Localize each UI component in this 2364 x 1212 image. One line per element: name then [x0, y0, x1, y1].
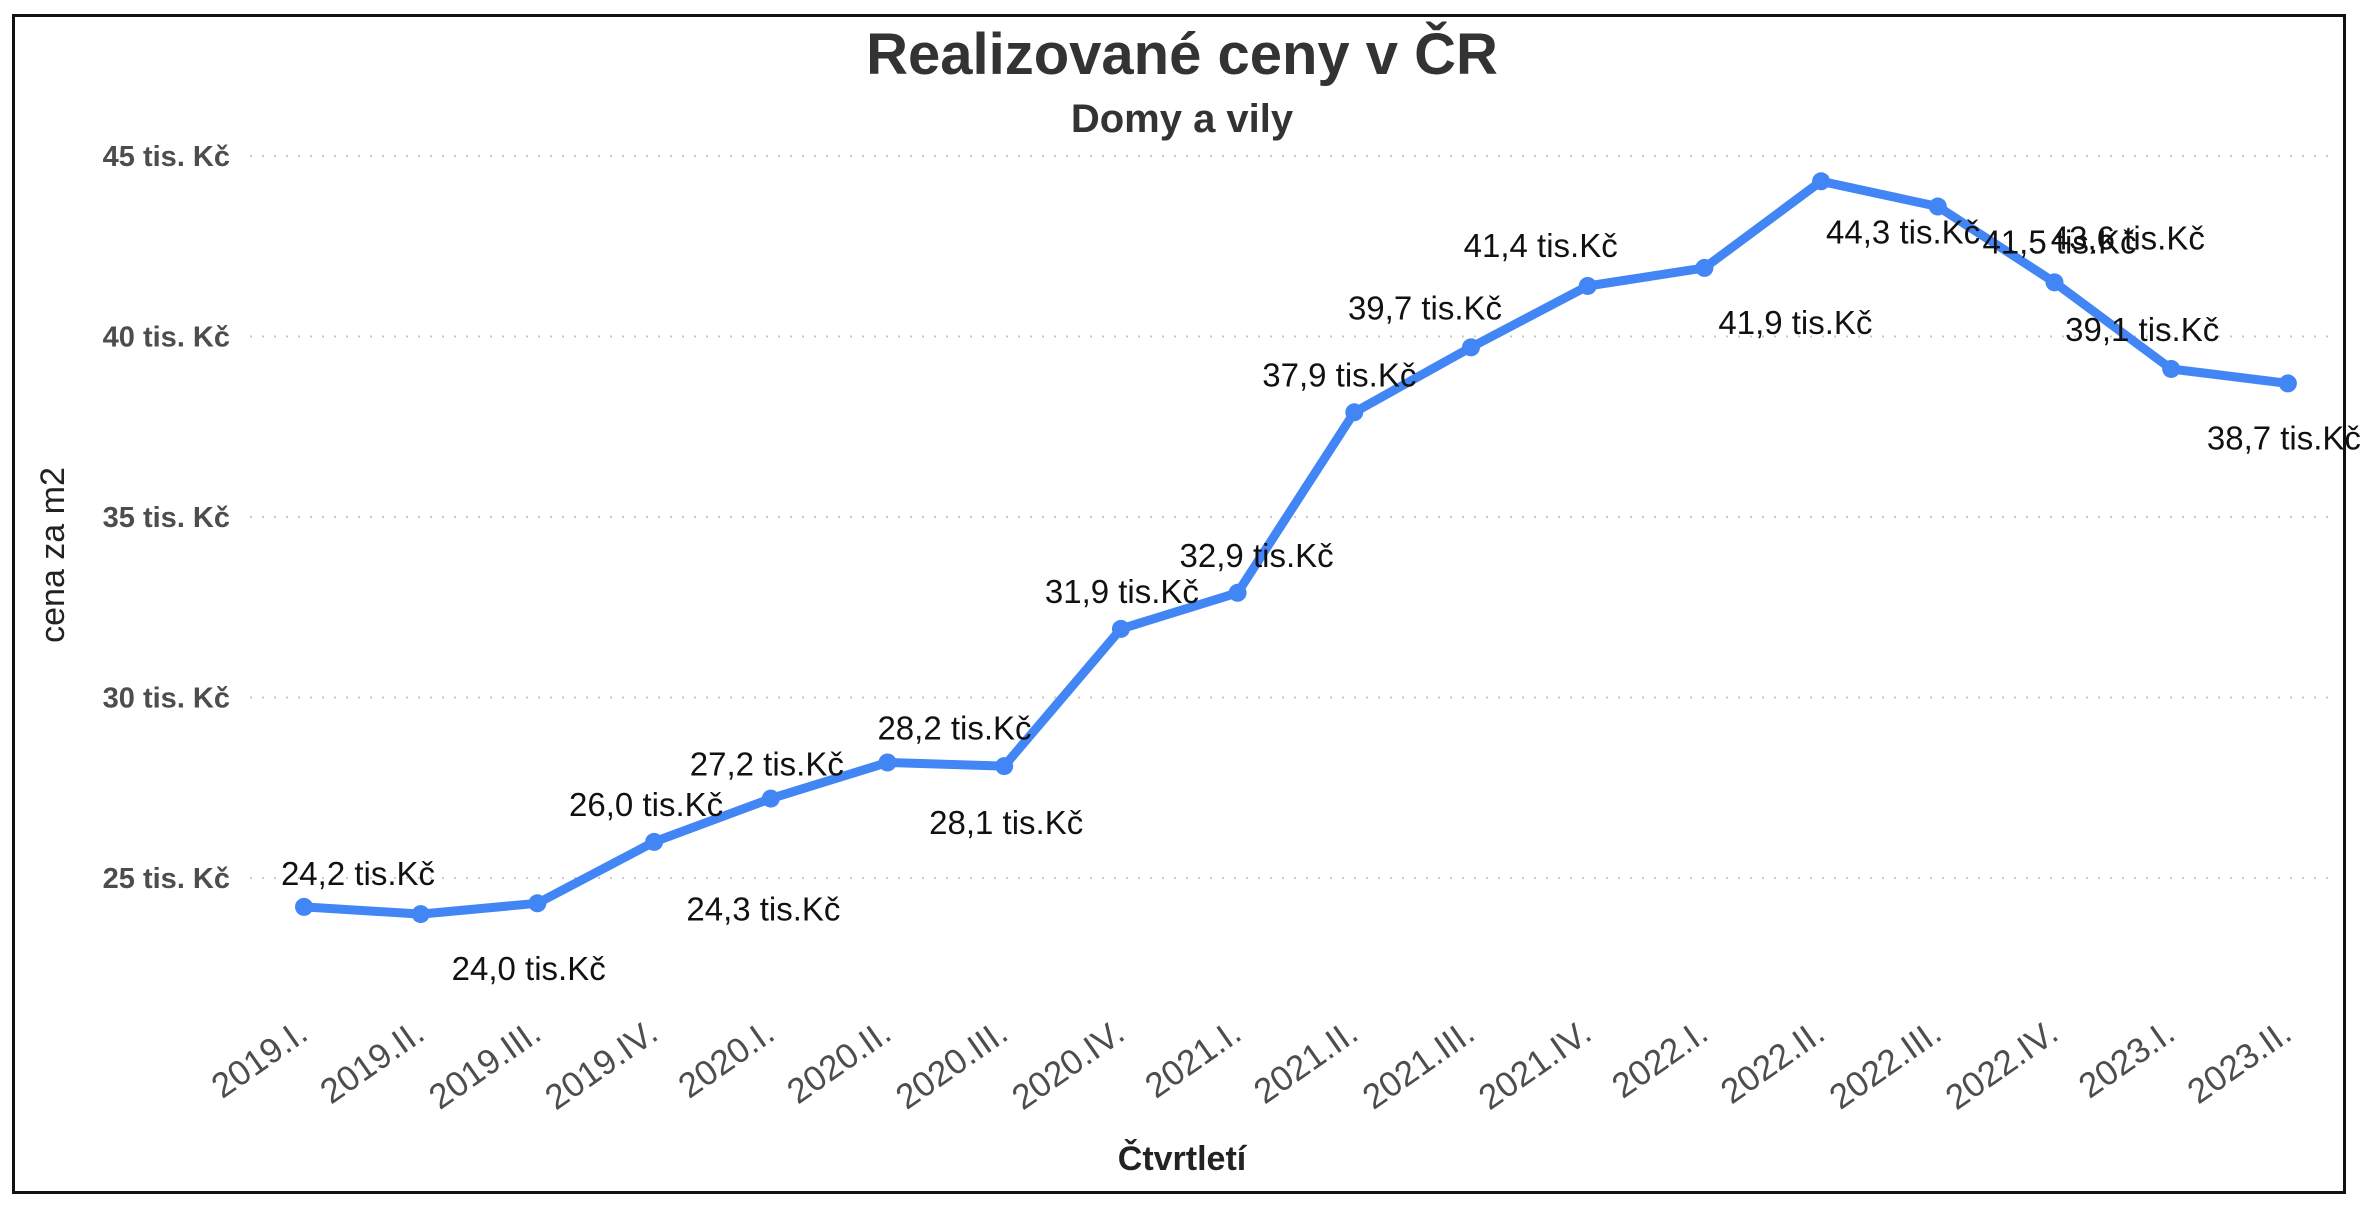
data-point: [1928, 197, 1947, 216]
data-point: [1578, 276, 1597, 295]
data-labels: 24,2 tis.Kč 24,0 tis.Kč 24,3 tis.Kč 26,0 ti…: [281, 213, 2361, 987]
data-label: 38,7 tis.Kč: [2207, 419, 2361, 456]
y-tick-label: 45 tis. Kč: [103, 141, 230, 173]
data-label: 28,1 tis.Kč: [929, 804, 1083, 841]
x-tick-label: 2020.III.: [889, 1013, 1015, 1117]
data-point: [411, 905, 430, 924]
data-point: [1812, 172, 1831, 191]
data-point: [2045, 273, 2064, 292]
data-point: [528, 894, 547, 913]
chart-title: Realizované ceny v ČR: [866, 22, 1498, 87]
data-label: 39,1 tis.Kč: [2065, 311, 2219, 348]
data-point: [2278, 374, 2297, 393]
data-label: 32,9 tis.Kč: [1180, 537, 1334, 574]
data-label: 28,2 tis.Kč: [877, 709, 1031, 746]
x-tick-label: 2021.IV.: [1472, 1013, 1599, 1118]
data-point: [295, 897, 313, 916]
data-label: 24,3 tis.Kč: [686, 890, 840, 927]
x-tick-label: 2022.IV.: [1939, 1013, 2066, 1118]
x-tick-label: 2020.IV.: [1005, 1013, 1132, 1118]
data-point: [761, 789, 780, 808]
y-tick-label: 35 tis. Kč: [103, 502, 230, 534]
x-tick-label: 2022.I.: [1605, 1013, 1715, 1106]
series-line-group: [299, 176, 2293, 919]
data-point: [1462, 338, 1480, 357]
data-label: 44,3 tis.Kč: [1826, 213, 1980, 250]
x-tick-label: 2021.III.: [1356, 1013, 1482, 1117]
y-axis-label: cena za m2: [34, 467, 72, 643]
x-tick-label: 2020.I.: [671, 1013, 781, 1106]
y-tick-label: 25 tis. Kč: [103, 863, 230, 895]
data-label: 41,4 tis.Kč: [1464, 227, 1618, 264]
x-tick-label: 2022.II.: [1714, 1013, 1832, 1112]
data-point: [2162, 359, 2181, 378]
data-point: [1345, 403, 1364, 422]
data-point: [878, 753, 897, 772]
chart-frame: [12, 14, 2346, 1194]
data-point: [1111, 619, 1130, 638]
data-label: 26,0 tis.Kč: [569, 786, 723, 823]
data-label: 24,0 tis.Kč: [452, 950, 606, 987]
x-tick-label: 2021.II.: [1247, 1013, 1365, 1112]
x-tick-label: 2019.II.: [313, 1013, 431, 1112]
x-tick-label: 2020.II.: [780, 1013, 898, 1112]
data-point: [1695, 258, 1714, 277]
y-tick-label: 40 tis. Kč: [103, 322, 230, 354]
data-label: 43,6 tis.Kč: [2051, 220, 2205, 257]
data-point: [995, 757, 1014, 776]
data-points: [295, 172, 2297, 924]
x-tick-label: 2019.IV.: [538, 1013, 665, 1118]
x-tick-label: 2019.III.: [422, 1013, 548, 1117]
data-label: 41,5 tis.Kč: [1982, 223, 2136, 260]
x-axis-label: Čtvrtletí: [1118, 1139, 1248, 1178]
x-tick-label: 2023.II.: [2180, 1013, 2298, 1112]
data-label: 37,9 tis.Kč: [1262, 356, 1416, 393]
x-tick-label: 2023.I.: [2072, 1013, 2182, 1106]
y-axis-ticks: 25 tis. Kč 30 tis. Kč 35 tis. Kč 40 tis. Kč…: [103, 141, 230, 895]
x-tick-label: 2019.I.: [205, 1013, 315, 1106]
data-point: [1228, 583, 1247, 602]
x-tick-label: 2021.I.: [1138, 1013, 1248, 1106]
x-tick-label: 2022.III.: [1822, 1013, 1948, 1117]
series-line: [299, 176, 2293, 919]
data-label: 41,9 tis.Kč: [1718, 304, 1872, 341]
y-tick-label: 30 tis. Kč: [103, 683, 230, 715]
data-label: 27,2 tis.Kč: [690, 746, 844, 783]
data-point: [645, 832, 664, 851]
data-label: 39,7 tis.Kč: [1348, 289, 1502, 326]
x-axis-ticks: 2019.I.2019.II.2019.III.2019.IV. 2020.I.2…: [205, 1013, 2299, 1118]
data-label: 24,2 tis.Kč: [281, 855, 435, 892]
data-label: 31,9 tis.Kč: [1045, 573, 1199, 610]
chart-subtitle: Domy a vily: [1071, 97, 1294, 141]
